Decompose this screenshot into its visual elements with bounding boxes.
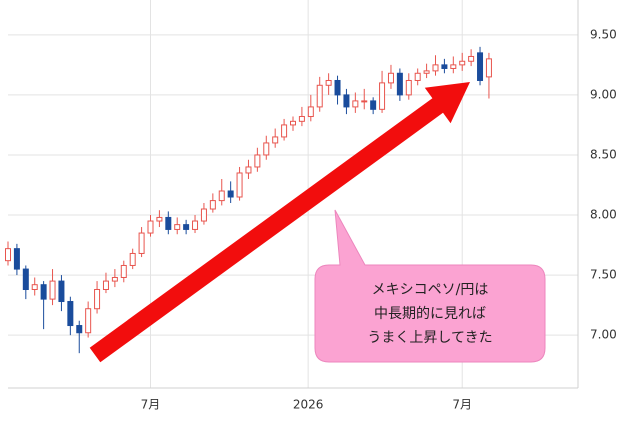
- candle-body: [352, 100, 359, 108]
- candle-body: [218, 190, 225, 202]
- y-tick-label: 7.50: [590, 268, 617, 282]
- candle-body: [254, 154, 261, 168]
- candle-body: [156, 216, 163, 222]
- candle-body: [405, 79, 412, 96]
- candle-body: [85, 308, 92, 334]
- candle-body: [94, 288, 101, 310]
- candle-body: [129, 252, 136, 266]
- candle-body: [343, 94, 350, 108]
- candle-body: [49, 280, 56, 300]
- candle-body: [22, 268, 29, 290]
- candle-body: [209, 200, 216, 210]
- candle-body: [361, 100, 368, 103]
- candle-body: [76, 325, 83, 334]
- arrow: [89, 82, 470, 363]
- y-tick-label: 8.50: [590, 147, 617, 161]
- candle-body: [31, 284, 38, 290]
- annotation: 中長期的に見れば: [374, 306, 486, 322]
- candle-body: [192, 220, 199, 230]
- callout: [314, 209, 546, 363]
- y-tick-label: 7.00: [590, 328, 617, 342]
- candle-body: [307, 106, 314, 118]
- candle-body: [441, 64, 448, 69]
- y-tick-label: 9.00: [590, 87, 617, 101]
- y-tick-label: 8.00: [590, 208, 617, 222]
- candle-body: [334, 79, 341, 96]
- candle-body: [111, 276, 118, 282]
- candle-body: [40, 284, 47, 300]
- candle-body: [102, 280, 109, 290]
- candle-body: [290, 120, 296, 126]
- y-tick-label: 9.50: [590, 27, 617, 41]
- candle-body: [67, 301, 74, 327]
- candle-body: [165, 216, 172, 230]
- grid: [8, 0, 578, 388]
- candle-body: [423, 70, 430, 74]
- candle-body: [13, 248, 20, 270]
- candle-body: [245, 166, 252, 174]
- candle-body: [477, 52, 484, 81]
- candle-body: [138, 232, 145, 254]
- candle-body: [468, 55, 475, 62]
- candle-body: [120, 264, 127, 278]
- candle-body: [396, 72, 403, 96]
- annotation: メキシコペソ/円は: [372, 282, 489, 298]
- candle-body: [379, 82, 386, 110]
- x-tick-label: 7月: [141, 398, 161, 412]
- candle-body: [58, 280, 65, 303]
- candle-body: [432, 64, 439, 72]
- candle-body: [387, 72, 394, 84]
- candle-body: [183, 224, 190, 230]
- annotation: うまく上昇してきた: [367, 330, 492, 346]
- candle-body: [414, 72, 421, 81]
- candles: [5, 46, 492, 354]
- candle-body: [325, 79, 332, 86]
- candle-body: [281, 124, 288, 138]
- candle-body: [485, 58, 492, 78]
- candle-body: [459, 60, 466, 66]
- candle-body: [236, 172, 243, 198]
- candle-body: [370, 100, 377, 110]
- candle-body: [174, 224, 181, 230]
- candle-body: [450, 64, 457, 69]
- x-tick-label: 2026: [293, 398, 324, 412]
- candle-body: [298, 116, 305, 122]
- candle-body: [200, 208, 207, 222]
- candle-body: [316, 84, 323, 108]
- candle-body: [263, 142, 270, 156]
- candle-body: [5, 248, 11, 262]
- candle-body: [227, 190, 234, 198]
- x-tick-label: 7月: [452, 398, 472, 412]
- candle-body: [147, 220, 154, 234]
- candle-body: [272, 136, 279, 144]
